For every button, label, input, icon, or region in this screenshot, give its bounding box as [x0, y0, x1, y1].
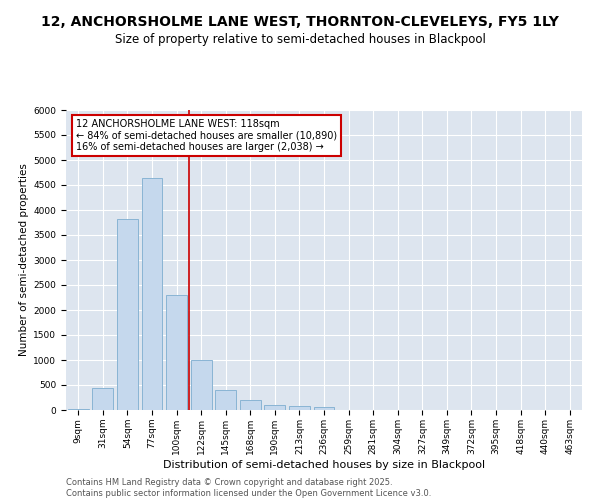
Bar — [215, 390, 236, 410]
Text: Contains HM Land Registry data © Crown copyright and database right 2025.
Contai: Contains HM Land Registry data © Crown c… — [66, 478, 431, 498]
Bar — [265, 404, 286, 410]
Bar — [191, 360, 212, 410]
Bar — [92, 388, 113, 410]
Bar — [117, 219, 138, 410]
Bar — [289, 406, 310, 410]
Bar — [68, 409, 89, 410]
X-axis label: Distribution of semi-detached houses by size in Blackpool: Distribution of semi-detached houses by … — [163, 460, 485, 469]
Bar — [142, 178, 163, 410]
Text: Size of property relative to semi-detached houses in Blackpool: Size of property relative to semi-detach… — [115, 32, 485, 46]
Y-axis label: Number of semi-detached properties: Number of semi-detached properties — [19, 164, 29, 356]
Text: 12 ANCHORSHOLME LANE WEST: 118sqm
← 84% of semi-detached houses are smaller (10,: 12 ANCHORSHOLME LANE WEST: 118sqm ← 84% … — [76, 119, 337, 152]
Bar — [166, 295, 187, 410]
Bar — [314, 407, 334, 410]
Text: 12, ANCHORSHOLME LANE WEST, THORNTON-CLEVELEYS, FY5 1LY: 12, ANCHORSHOLME LANE WEST, THORNTON-CLE… — [41, 15, 559, 29]
Bar — [240, 400, 261, 410]
